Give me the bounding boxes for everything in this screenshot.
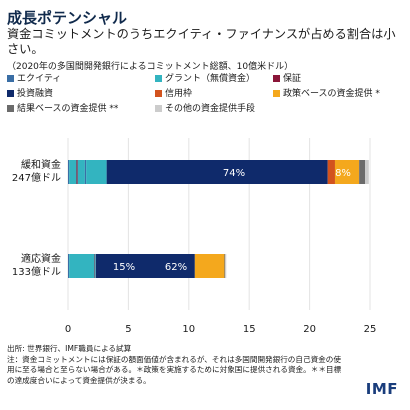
bar-segment-1-0 <box>68 254 70 278</box>
bar-segment-1-11 <box>224 254 226 278</box>
x-tick-label-0: 0 <box>65 324 71 335</box>
legend-swatch-grant <box>155 75 162 82</box>
data-label-2: 15% <box>113 262 135 273</box>
imf-logo: IMF <box>365 380 398 398</box>
legend-swatch-guarantee <box>273 75 280 82</box>
category-label-1-1: 133億ドル <box>12 265 61 278</box>
bar-segment-0-2 <box>76 160 78 184</box>
bar-segment-0-10 <box>334 160 360 184</box>
chart-subtitle: 資金コミットメントのうちエクイティ・ファイナンスが占める割合は小さい。 <box>7 27 396 56</box>
category-label-0-1: 247億ドル <box>12 171 61 184</box>
legend-label-results-based: 結果ベースの資金提供 ** <box>17 104 119 114</box>
legend-swatch-investment-loan <box>7 90 14 97</box>
legend-swatch-policy-based <box>273 90 280 97</box>
bar-segment-0-9 <box>327 160 335 184</box>
legend-label-policy-based: 政策ベースの資金提供 * <box>283 89 380 99</box>
bar-segment-1-3 <box>95 254 96 278</box>
source-note: 出所: 世界銀行、IMF職員による試算 注：資金コミットメントには保証の額面価値が… <box>7 344 342 385</box>
x-tick-label-4: 20 <box>303 324 316 335</box>
data-label-0: 74% <box>223 168 245 179</box>
category-label-0-0: 緩和資金 <box>21 158 61 171</box>
legend-label-grant: グラント（無償資金） <box>165 74 256 84</box>
x-tick-label-5: 25 <box>364 324 377 335</box>
legend-label-equity: エクイティ <box>17 74 62 84</box>
data-label-1: 8% <box>335 168 351 179</box>
bar-segment-1-7 <box>95 254 195 278</box>
bar-segment-1-12 <box>225 254 227 278</box>
legend-swatch-equity <box>7 75 14 82</box>
legend-label-other: その他の資金提供手段 <box>165 104 256 114</box>
category-label-1-0: 適応資金 <box>21 252 61 265</box>
legend-swatch-results-based <box>7 105 14 112</box>
bar-segment-1-2 <box>94 254 96 278</box>
bar-segment-0-1 <box>69 160 77 184</box>
bar-segment-0-3 <box>77 160 85 184</box>
chart-note: （2020年の多国間開発銀行によるコミットメント総額、10億米ドル） <box>7 62 294 72</box>
x-tick-label-3: 15 <box>243 324 256 335</box>
bar-segment-1-10 <box>194 254 225 278</box>
bar-segment-0-7 <box>106 160 328 184</box>
chart-title: 成長ポテンシャル <box>7 9 128 27</box>
x-tick-label-2: 10 <box>182 324 195 335</box>
bar-segment-1-1 <box>69 254 95 278</box>
legend-label-guarantee: 保証 <box>283 74 302 84</box>
bar-segment-0-5 <box>86 160 107 184</box>
legend-swatch-credit-line <box>155 90 162 97</box>
bar-segment-0-0 <box>68 160 70 184</box>
bar-segment-0-11 <box>359 160 366 184</box>
legend-label-credit-line: 信用枠 <box>165 89 193 99</box>
bar-segment-0-4 <box>84 160 87 184</box>
x-tick-label-1: 5 <box>125 324 131 335</box>
data-label-3: 62% <box>165 262 187 273</box>
legend-swatch-other <box>155 105 162 112</box>
legend-label-investment-loan: 投資融資 <box>17 89 54 99</box>
bar-segment-0-12 <box>365 160 369 184</box>
